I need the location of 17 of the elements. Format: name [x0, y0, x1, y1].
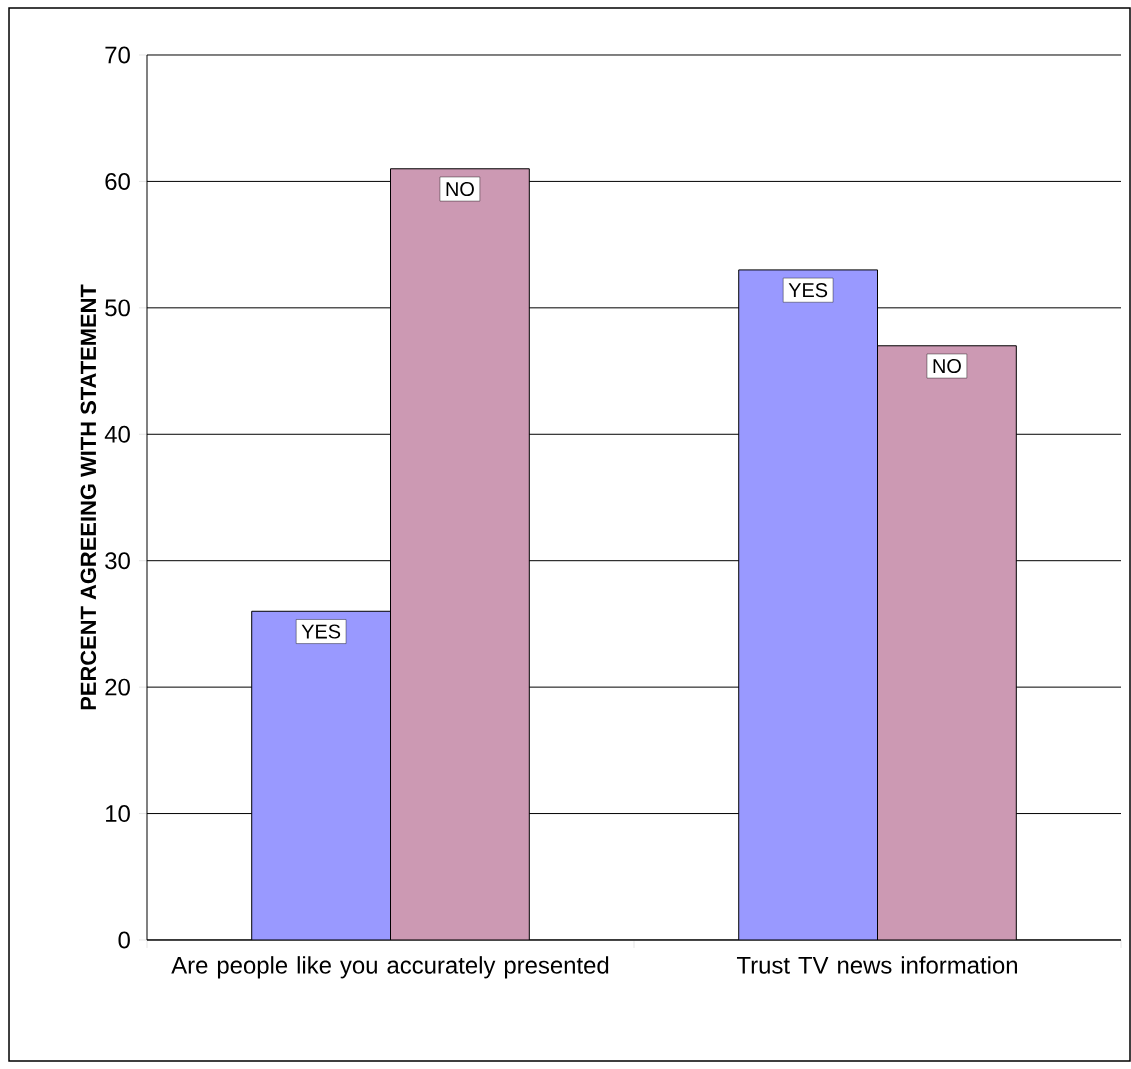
series-label: NO	[446, 181, 474, 197]
x-tick-label: Trust TV news information	[736, 956, 1017, 974]
text: NO	[933, 358, 961, 374]
y-tick-label: 70	[105, 46, 130, 64]
x-tick-label: Are people like you accurately presented	[171, 956, 609, 979]
y-tick-label: 40	[104, 425, 130, 443]
y-axis-title: PERCENT AGREEING WITH STATEMENT	[80, 284, 97, 710]
text: YES	[301, 624, 341, 639]
bar	[738, 269, 879, 940]
y-tick-label: 10	[106, 805, 130, 823]
y-tick-label: 30	[105, 552, 130, 570]
y-tick-label: 0	[118, 931, 130, 949]
y-tick-label: 60	[105, 172, 130, 190]
series-label: YES	[788, 283, 828, 298]
bar	[251, 610, 392, 940]
y-tick-label: 20	[105, 678, 130, 696]
y-tick-label: 50	[105, 299, 130, 317]
